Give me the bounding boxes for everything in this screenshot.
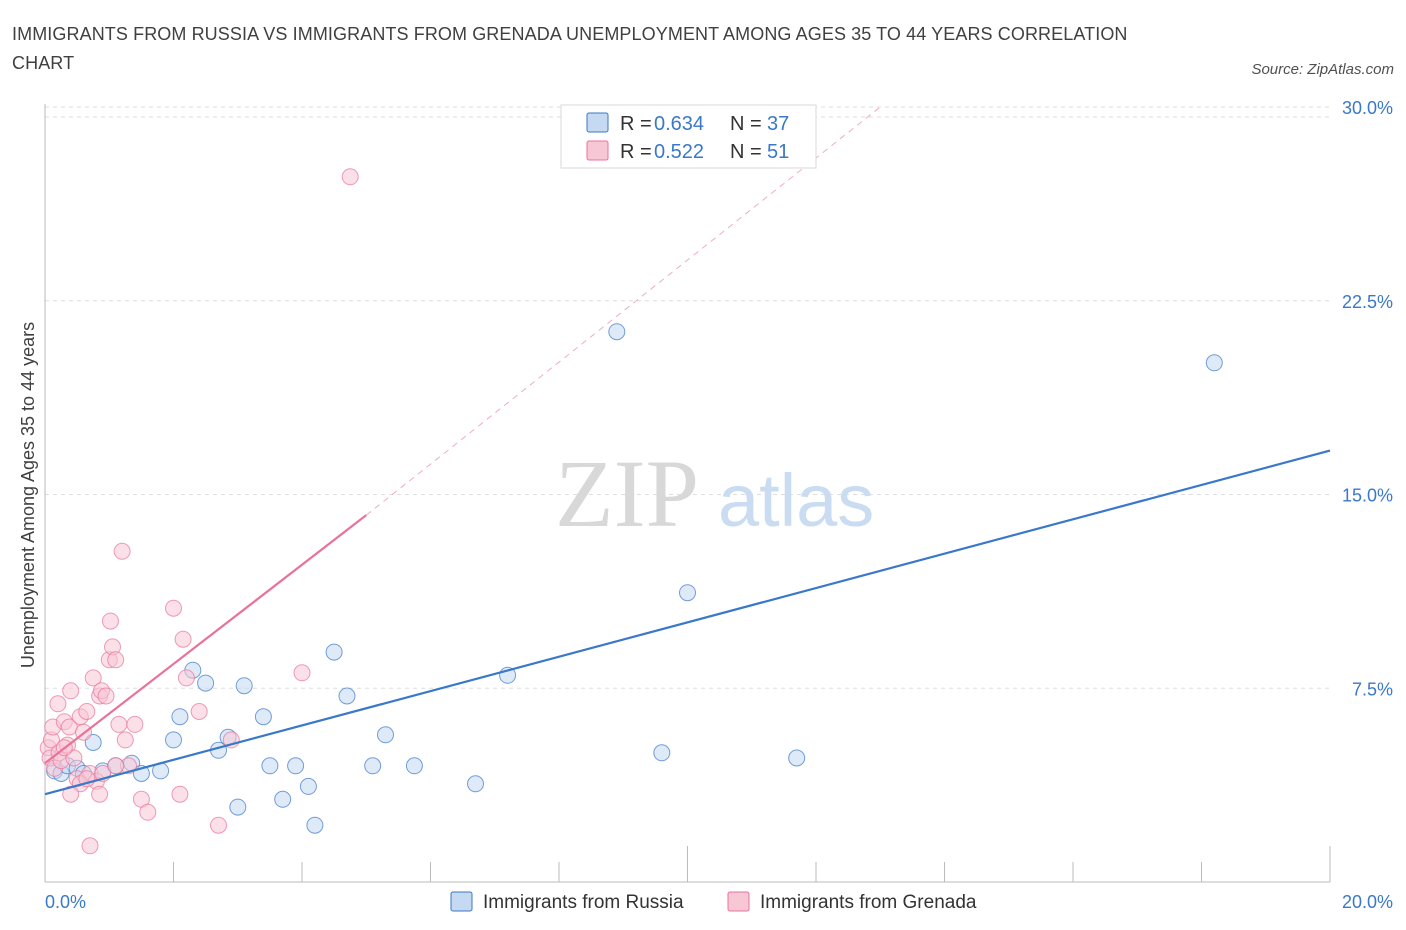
grenada-point-43 (341, 168, 359, 186)
axes (44, 104, 1331, 883)
source-label: Source: ZipAtlas.com (1251, 61, 1394, 78)
grenada-points (39, 168, 359, 855)
chart-title: IMMIGRANTS FROM RUSSIA VS IMMIGRANTS FRO… (12, 24, 1128, 73)
x-tick-label-1: 20.0% (1342, 892, 1393, 912)
legend-russia-n: 37 (767, 113, 789, 135)
russia-trend-line (44, 449, 1331, 796)
grenada-point-34 (139, 803, 157, 821)
y-tick-labels: 7.5% 15.0% 22.5% 30.0% (1342, 98, 1393, 699)
trend-lines (44, 106, 1331, 796)
grenada-point-35 (165, 599, 182, 617)
russia-point-27 (377, 726, 394, 744)
russia-point-11 (171, 708, 189, 726)
bottom-legend: Immigrants from Russia Immigrants from G… (450, 891, 977, 913)
watermark: ZIP atlas (555, 440, 874, 547)
legend-grenada-swatch (586, 140, 609, 161)
y-tick-label-0: 7.5% (1352, 679, 1393, 699)
legend-grenada-r-label: R = (620, 141, 652, 163)
legend-russia-r: 0.634 (654, 113, 704, 135)
grenada-point-27 (107, 651, 125, 669)
grenada-point-42 (293, 664, 311, 682)
grenada-point-36 (171, 785, 189, 803)
russia-point-21 (287, 757, 305, 775)
bottom-legend-grenada-swatch (727, 891, 750, 912)
bottom-legend-russia-label: Immigrants from Russia (483, 892, 684, 913)
grenada-point-44 (81, 837, 99, 855)
russia-point-22 (299, 777, 317, 795)
russia-point-25 (338, 687, 356, 705)
legend-grenada-n: 51 (767, 141, 789, 163)
grenada-point-47 (91, 785, 109, 803)
x-tick-label-0: 0.0% (45, 892, 86, 912)
grenada-point-39 (190, 703, 208, 720)
grenada-point-29 (113, 542, 131, 560)
x-tick-labels: 0.0% 20.0% (45, 892, 1393, 912)
grenada-point-30 (116, 731, 134, 749)
russia-point-10 (165, 731, 182, 749)
grenada-point-38 (177, 669, 195, 687)
grenada-point-32 (126, 715, 144, 733)
russia-point-35 (1205, 354, 1223, 372)
bottom-legend-grenada-label: Immigrants from Grenada (760, 892, 977, 913)
bottom-legend-russia-swatch (450, 891, 473, 912)
russia-point-17 (235, 677, 253, 695)
grenada-point-50 (107, 757, 125, 775)
grenada-point-23 (97, 687, 115, 705)
watermark-atlas: atlas (718, 459, 874, 542)
russia-point-31 (608, 323, 626, 341)
legend-grenada-n-label: N = (730, 141, 762, 163)
legend-russia-swatch (586, 112, 609, 133)
legend-box: R = 0.634 N = 37 R = 0.522 N = 51 (560, 104, 817, 169)
y-axis-label: Unemployment Among Ages 35 to 44 years (18, 322, 38, 668)
russia-point-28 (405, 757, 423, 775)
grenada-point-18 (84, 669, 102, 687)
russia-point-18 (254, 708, 272, 726)
russia-point-13 (197, 674, 215, 692)
russia-point-19 (261, 757, 279, 775)
russia-point-24 (325, 643, 343, 661)
russia-point-20 (274, 790, 292, 808)
legend-grenada-r: 0.522 (654, 141, 704, 163)
grenada-point-5 (49, 695, 67, 713)
russia-points (46, 323, 1223, 834)
legend-russia-r-label: R = (620, 113, 652, 135)
grenada-point-25 (102, 612, 119, 630)
grenada-trend-line (44, 514, 367, 765)
russia-point-32 (653, 744, 671, 762)
grenada-point-11 (62, 682, 80, 700)
watermark-zip: ZIP (555, 440, 699, 547)
grenada-point-40 (210, 816, 227, 834)
russia-point-23 (306, 816, 324, 834)
russia-point-16 (229, 798, 247, 816)
legend-russia-n-label: N = (730, 113, 762, 135)
y-tick-label-3: 30.0% (1342, 98, 1393, 118)
russia-point-29 (467, 775, 484, 793)
grenada-point-28 (110, 715, 128, 733)
grenada-point-37 (174, 630, 192, 648)
y-tick-label-1: 15.0% (1342, 486, 1393, 506)
russia-point-26 (364, 757, 382, 775)
russia-point-34 (788, 749, 806, 767)
russia-point-33 (679, 584, 696, 602)
y-tick-label-2: 22.5% (1342, 292, 1393, 312)
grenada-point-16 (78, 703, 96, 720)
